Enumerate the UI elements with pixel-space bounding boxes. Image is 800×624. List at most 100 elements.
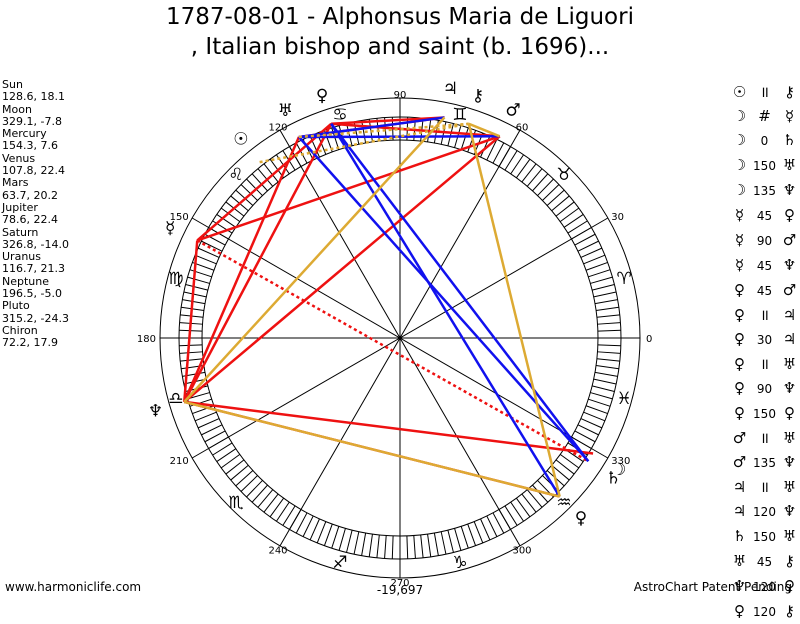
aspect-planet-glyph: ♆ bbox=[732, 577, 747, 595]
aspect-row: ♀ 150 ♀ bbox=[727, 401, 800, 426]
aspect-planet-glyph: ♆ bbox=[782, 181, 797, 199]
aspect-symbol: ॥ bbox=[760, 429, 769, 447]
aspect-row: ♀ 120 ⚷ bbox=[727, 599, 800, 624]
aspect-line bbox=[184, 400, 594, 455]
degree-tick bbox=[577, 424, 599, 436]
degree-tick bbox=[596, 314, 620, 318]
planet-name: Sun bbox=[2, 78, 23, 91]
degree-tick bbox=[235, 470, 254, 487]
planet-values: 78.6, 22.4 bbox=[2, 213, 58, 227]
degree-tick bbox=[192, 405, 215, 415]
degree-tick bbox=[282, 505, 296, 526]
degree-tick bbox=[197, 247, 220, 258]
aspect-line bbox=[183, 116, 446, 403]
degree-tick bbox=[257, 168, 274, 187]
degree-tick bbox=[597, 329, 621, 332]
aspect-symbol: 150 bbox=[753, 159, 776, 173]
degree-tick bbox=[574, 430, 596, 443]
aspect-row: ♀ ॥ ♃ bbox=[727, 303, 800, 327]
degree-tick bbox=[486, 515, 498, 537]
aspect-symbol: 90 bbox=[756, 382, 773, 396]
degree-tick bbox=[187, 392, 210, 400]
degree-tick bbox=[591, 284, 615, 291]
degree-tick bbox=[353, 531, 360, 555]
degree-tick bbox=[295, 142, 308, 164]
footer-website[interactable]: www.harmoniclife.com bbox=[5, 580, 142, 594]
degree-tick bbox=[216, 214, 237, 228]
footer-center-value: -19,697 bbox=[377, 583, 423, 597]
degree-tick bbox=[204, 430, 226, 443]
degree-tick bbox=[597, 322, 621, 325]
aspect-row: ☉ ॥ ⚷ bbox=[727, 80, 800, 104]
aspect-planet-glyph: ♀ bbox=[734, 306, 745, 324]
degree-tick bbox=[567, 220, 588, 234]
degree-tick bbox=[179, 351, 203, 354]
degree-tick bbox=[454, 528, 462, 551]
degree-tick bbox=[338, 528, 346, 551]
aspect-planet-glyph: ♅ bbox=[732, 552, 747, 570]
aspect-planet-glyph: ♆ bbox=[782, 453, 797, 471]
planet-values: 128.6, 18.1 bbox=[2, 90, 65, 104]
aspect-planet-glyph: ☿ bbox=[734, 256, 745, 274]
degree-tick bbox=[551, 195, 570, 212]
planet-glyph: ☉ bbox=[233, 130, 248, 150]
degree-tick bbox=[251, 173, 268, 192]
degree-label: 240 bbox=[268, 545, 287, 556]
aspect-planet-glyph: ♀ bbox=[734, 602, 745, 620]
aspect-planet-glyph: ♅ bbox=[782, 527, 797, 545]
aspect-row: ☿ 45 ♆ bbox=[727, 253, 800, 278]
aspect-list: ☉ ॥ ⚷ ☽ # ☿ ☽ 0 ♄ ☽ 150 ♅ ☽ 135 ♆ ☿ 45 ♀ ☿ 90 ♂ ☿ 45 ♆ ♀ 45 ♂ ♀ ॥ ♃ ♀ 3… bbox=[727, 80, 800, 624]
aspect-planet-glyph: ☿ bbox=[784, 107, 795, 125]
degree-label: 30 bbox=[611, 212, 624, 223]
degree-tick bbox=[384, 535, 387, 559]
degree-tick bbox=[559, 453, 580, 469]
zodiac-sign-glyph: ♒ bbox=[556, 493, 571, 513]
aspect-planet-glyph: ♆ bbox=[782, 502, 797, 520]
aspect-row: ♄ 150 ♅ bbox=[727, 524, 800, 549]
aspect-line bbox=[183, 136, 301, 403]
aspect-planet-glyph: ☽ bbox=[732, 181, 747, 199]
degree-label: 210 bbox=[170, 456, 189, 467]
planet-glyph: ☿ bbox=[165, 218, 175, 238]
degree-tick bbox=[594, 371, 618, 377]
aspect-planet-glyph: ♅ bbox=[782, 429, 797, 447]
degree-tick bbox=[323, 523, 333, 546]
degree-tick bbox=[201, 424, 223, 436]
aspect-row: ☽ 0 ♄ bbox=[727, 128, 800, 153]
aspect-line bbox=[183, 240, 199, 403]
degree-tick bbox=[515, 158, 531, 179]
degree-tick bbox=[212, 442, 233, 456]
degree-tick bbox=[580, 247, 603, 258]
aspect-symbol: # bbox=[758, 107, 771, 125]
degree-tick bbox=[591, 385, 615, 392]
aspect-row: ♀ 90 ♆ bbox=[727, 376, 800, 401]
degree-tick bbox=[473, 521, 484, 544]
degree-tick bbox=[433, 532, 439, 556]
planet-values: 107.8, 22.4 bbox=[2, 164, 65, 178]
degree-tick bbox=[590, 276, 613, 284]
degree-tick bbox=[594, 299, 618, 305]
aspect-row: ♆ 120 ♀ bbox=[727, 574, 800, 599]
planet-glyph: ♂ bbox=[505, 100, 520, 120]
degree-tick bbox=[596, 358, 620, 362]
planet-name: Moon bbox=[2, 102, 32, 116]
degree-tick bbox=[185, 284, 209, 291]
degree-label: 150 bbox=[170, 212, 189, 223]
degree-tick bbox=[309, 518, 320, 541]
zodiac-sign-glyph: ♊ bbox=[452, 105, 467, 125]
aspect-planet-glyph: ☿ bbox=[734, 206, 745, 224]
degree-tick bbox=[368, 534, 373, 557]
chart-title-line-1: 1787-08-01 - Alphonsus Maria de Liguori bbox=[166, 4, 634, 30]
degree-tick bbox=[331, 526, 340, 549]
degree-tick bbox=[588, 398, 611, 407]
planet-glyph: ⚷ bbox=[472, 86, 484, 106]
planet-values: 72.2, 17.9 bbox=[2, 336, 58, 350]
degree-tick bbox=[526, 489, 543, 508]
aspect-row: ♀ 45 ♂ bbox=[727, 278, 800, 303]
aspect-row: ♀ ॥ ♅ bbox=[727, 352, 800, 376]
aspect-row: ♂ ॥ ♅ bbox=[727, 426, 800, 450]
aspect-line bbox=[331, 116, 445, 126]
planet-glyph: ♄ bbox=[606, 469, 621, 489]
degree-tick bbox=[593, 378, 617, 385]
degree-tick bbox=[295, 512, 308, 534]
